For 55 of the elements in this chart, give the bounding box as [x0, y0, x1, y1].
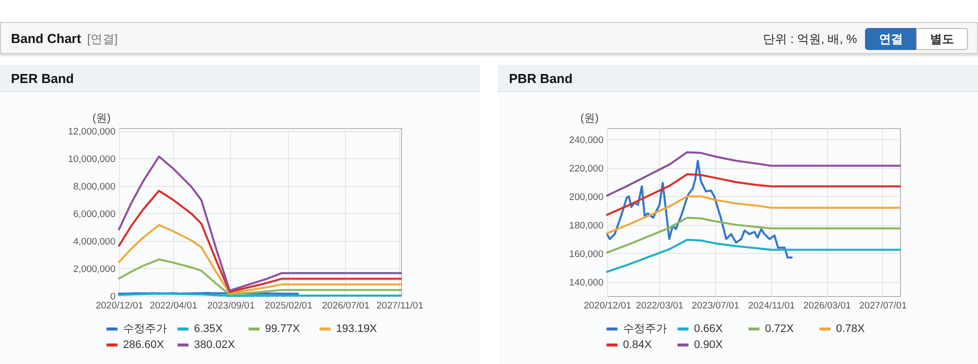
x-tick-label: 2020/12/01	[96, 300, 144, 312]
y-tick-label: 140,000	[569, 277, 604, 288]
x-tick-label: 2023/09/01	[207, 300, 255, 312]
line-series	[118, 224, 402, 294]
x-tick-label: 2022/03/01	[636, 300, 684, 312]
x-tick-label: 2027/07/01	[859, 300, 907, 312]
legend-label: 0.90X	[694, 339, 724, 351]
chart-title: PER Band	[0, 65, 480, 92]
y-tick-label: 220,000	[569, 163, 604, 174]
line-series	[118, 156, 402, 292]
x-tick-label: 2026/07/01	[322, 300, 370, 312]
legend-label: 수정주가	[123, 323, 167, 335]
line-series	[118, 190, 402, 294]
x-tick-label: 2024/11/01	[748, 300, 795, 312]
text: [연결]	[87, 32, 118, 46]
legend-label: 380.02X	[194, 339, 236, 351]
line-series	[606, 173, 901, 216]
text: 단위 : 억원, 배, %	[762, 31, 857, 48]
x-tick-label: 2020/12/01	[584, 300, 632, 312]
legend-label: 0.72X	[765, 323, 794, 335]
text: 별도	[916, 28, 968, 50]
legend-label: 수정주가	[623, 323, 667, 335]
y-axis-title: (원)	[580, 112, 599, 124]
legend-label: 0.66X	[694, 323, 724, 335]
line-series	[606, 216, 901, 254]
text: Band Chart	[11, 31, 82, 46]
legend-label: 0.84X	[623, 339, 652, 351]
y-tick-label: 240,000	[569, 134, 604, 146]
legend-label: 0.78X	[836, 323, 866, 335]
x-tick-label: 2027/11/01	[376, 300, 424, 312]
line-series	[606, 195, 901, 234]
legend-label: 286.60X	[123, 339, 165, 351]
legend-label: 99.77X	[265, 323, 301, 335]
y-tick-label: 4,000,000	[73, 236, 116, 248]
x-tick-label: 2026/03/01	[803, 300, 851, 312]
y-tick-label: 2,000,000	[73, 264, 116, 275]
y-tick-label: 180,000	[569, 220, 604, 232]
chart-title: PBR Band	[498, 65, 978, 92]
y-tick-label: 12,000,000	[68, 126, 116, 138]
y-tick-label: 160,000	[569, 248, 604, 260]
y-tick-label: 10,000,000	[68, 154, 116, 165]
y-tick-label: 200,000	[569, 192, 604, 203]
x-tick-label: 2022/04/01	[150, 300, 198, 312]
y-tick-label: 6,000,000	[73, 208, 116, 220]
line-series	[606, 238, 901, 273]
x-tick-label: 2025/02/01	[264, 300, 312, 312]
text: 연결	[865, 28, 917, 50]
y-axis-title: (원)	[92, 112, 111, 124]
y-tick-label: 0	[110, 292, 116, 302]
y-tick-label: 8,000,000	[73, 181, 116, 192]
line-series	[606, 160, 793, 259]
line-series	[606, 151, 901, 197]
legend-label: 6.35X	[194, 323, 224, 335]
x-tick-label: 2023/07/01	[692, 300, 740, 312]
legend-label: 193.19X	[336, 323, 378, 335]
